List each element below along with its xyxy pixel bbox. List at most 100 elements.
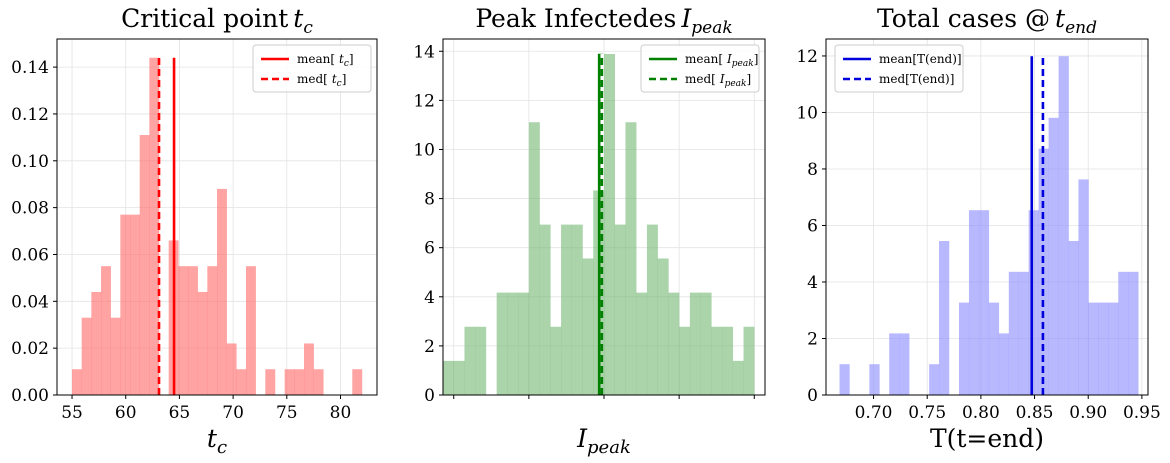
- y-tick-label: 8: [424, 190, 435, 210]
- legend-mean-label: mean[T(end)]: [879, 52, 962, 66]
- y-tick-label: 2: [424, 337, 435, 357]
- histogram-bar: [1008, 271, 1020, 395]
- y-tick-label: 0.04: [11, 292, 49, 312]
- y-tick-label: 0: [807, 386, 818, 406]
- histogram-bar: [496, 292, 508, 395]
- histogram-bar: [91, 291, 102, 395]
- x-tick-label: 0.95: [1123, 403, 1161, 423]
- y-tick-label: 10: [413, 140, 435, 160]
- peak-infected-panel: 0 2 4 6 8 10 12 14 Peak Infectedes Ipeak Ipeak mean…: [413, 4, 766, 458]
- histogram-bar: [614, 224, 626, 395]
- histogram-bar: [120, 214, 131, 395]
- histogram-bar: [188, 266, 198, 395]
- total-cases-title: Total cases @ tend: [877, 4, 1097, 38]
- histogram-bar: [101, 266, 111, 395]
- y-tick-label: 12: [413, 91, 435, 111]
- histogram-bar: [130, 214, 140, 395]
- x-tick-label: 70: [222, 403, 244, 423]
- histogram-bar: [294, 369, 305, 395]
- histogram-bar: [899, 333, 910, 395]
- legend: mean[tc] med[tc]: [252, 44, 372, 93]
- legend-median-label: med[T(end)]: [879, 72, 954, 86]
- histogram-bar: [149, 57, 160, 395]
- histogram-bar: [284, 369, 295, 395]
- y-tick-label: 0.14: [11, 58, 49, 78]
- x-axis-label: Ipeak: [576, 424, 631, 458]
- y-tick-label: 0: [424, 386, 435, 406]
- x-tick-label: 0.80: [962, 403, 1000, 423]
- histogram-bar: [700, 292, 712, 395]
- axes-frame: [56, 38, 378, 396]
- x-axis-label: tc: [207, 424, 227, 458]
- histogram-bar: [81, 317, 92, 395]
- y-tick-label: 6: [807, 216, 818, 236]
- legend-box: [640, 44, 760, 93]
- histogram-bar: [303, 343, 314, 395]
- histogram-bar: [657, 258, 669, 395]
- histogram-bar: [1088, 302, 1099, 395]
- histogram-bar: [839, 364, 850, 395]
- legend: mean[Ipeak] med[Ipeak]: [640, 44, 760, 93]
- histogram-bar: [265, 369, 276, 395]
- legend-mean-label: mean[tc]: [297, 52, 354, 69]
- peak-infected-title: Peak Infectedes Ipeak: [475, 4, 732, 38]
- histogram-bar: [689, 292, 701, 395]
- histogram-bar: [236, 369, 247, 395]
- histogram-bar: [197, 291, 208, 395]
- histogram-bar: [571, 224, 583, 395]
- histogram-bar: [518, 292, 530, 395]
- x-tick-label: 55: [61, 403, 83, 423]
- histogram-bar: [443, 360, 454, 395]
- histogram-bar: [226, 343, 237, 395]
- y-tick-label: 8: [807, 160, 818, 180]
- x-tick-label: 65: [169, 403, 191, 423]
- histogram-bar: [1048, 117, 1059, 395]
- histogram-bar: [475, 326, 487, 395]
- histogram-bar: [550, 326, 562, 395]
- y-tick-label: 0.06: [11, 245, 49, 265]
- histogram-bar: [582, 258, 594, 395]
- y-tick-label: 14: [413, 42, 435, 62]
- histogram-bar: [636, 292, 648, 395]
- histogram-bars: [72, 57, 363, 396]
- histogram-bar: [1098, 302, 1109, 395]
- y-tick-label: 0.00: [11, 386, 49, 406]
- y-tick-label: 12: [796, 47, 818, 67]
- critical-point-title: Critical point tc: [121, 4, 313, 38]
- x-tick-label: 75: [276, 403, 298, 423]
- histogram-bar: [743, 326, 755, 395]
- y-tick-label: 10: [796, 103, 818, 123]
- histogram-bar: [1018, 271, 1029, 395]
- histogram-bar: [207, 266, 218, 395]
- histogram-bar: [711, 326, 723, 395]
- y-tick-label: 4: [807, 273, 818, 293]
- histogram-bar: [507, 292, 519, 395]
- histogram-bar: [889, 333, 900, 395]
- histogram-bar: [178, 266, 189, 395]
- x-tick-label: 0.70: [855, 403, 893, 423]
- histogram-bar: [245, 266, 256, 395]
- histogram-bar: [464, 326, 476, 395]
- histogram-bar: [869, 364, 880, 395]
- x-tick-label: 0.85: [1016, 403, 1054, 423]
- x-tick-label: 80: [330, 403, 352, 423]
- y-tick-label: 6: [424, 239, 435, 259]
- histogram-bar: [646, 224, 658, 395]
- y-tick-label: 0.10: [11, 152, 49, 172]
- y-tick-label: 4: [424, 288, 435, 308]
- histogram-bar: [1118, 271, 1129, 395]
- x-axis-label: T(t=end): [930, 424, 1044, 453]
- x-tick-label: 0.75: [908, 403, 946, 423]
- histogram-bar: [110, 317, 121, 395]
- histogram-bar: [1078, 179, 1089, 395]
- histogram-bar: [988, 302, 1000, 395]
- histogram-bar: [929, 364, 940, 395]
- histogram-bar: [139, 135, 150, 396]
- x-tick-label: 60: [115, 403, 137, 423]
- histogram-bar: [968, 210, 980, 395]
- histogram-bar: [679, 326, 691, 395]
- legend: mean[T(end)] med[T(end)]: [834, 44, 964, 93]
- legend-mean-label: mean[Ipeak]: [685, 52, 758, 69]
- histogram-bar: [668, 292, 680, 395]
- histogram-bar: [313, 369, 324, 395]
